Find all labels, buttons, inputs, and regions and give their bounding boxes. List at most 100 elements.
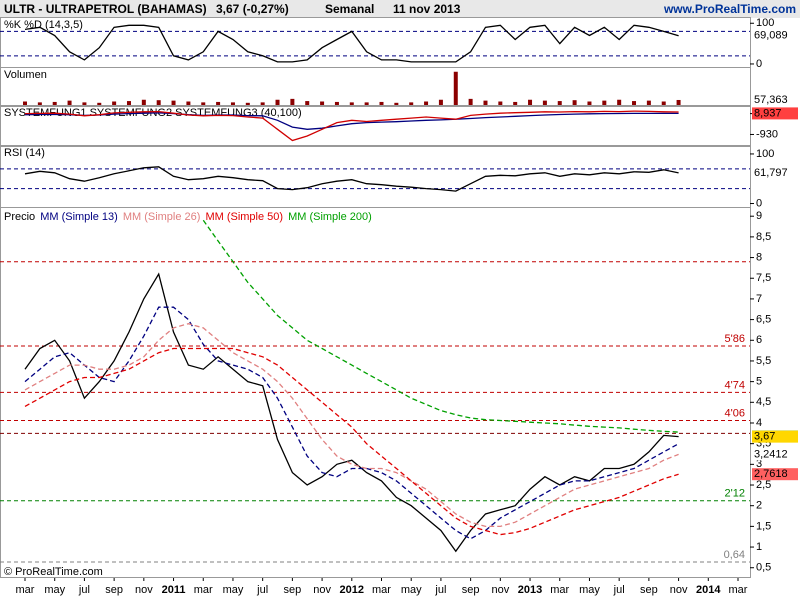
- bar: [528, 99, 533, 105]
- y-tick-label: 2,5: [756, 479, 771, 491]
- level-label: 4'06: [725, 407, 745, 419]
- bar: [513, 101, 518, 105]
- bar: [141, 99, 146, 105]
- bar: [275, 99, 280, 105]
- x-tick-label: sep: [105, 584, 123, 596]
- x-tick-label: may: [223, 584, 244, 596]
- x-tick-label: mar: [550, 584, 569, 596]
- bar: [230, 102, 235, 105]
- bar: [602, 100, 607, 105]
- y-tick-label: 7: [756, 293, 762, 305]
- series-line: [202, 219, 679, 433]
- bar: [364, 102, 369, 105]
- x-tick-label: 2011: [162, 584, 186, 596]
- value-box: [752, 93, 798, 106]
- bar: [260, 102, 265, 105]
- date: 11 nov 2013: [393, 2, 461, 16]
- value-label: 69,089: [754, 30, 788, 42]
- bar: [245, 102, 250, 105]
- panel: [0, 67, 751, 107]
- level-label: 2'12: [725, 488, 745, 500]
- value-box: [752, 448, 798, 461]
- legend-entry: Precio: [4, 211, 35, 223]
- bar: [587, 101, 592, 105]
- bar: [468, 98, 473, 105]
- x-tick-label: may: [44, 584, 65, 596]
- bar: [498, 101, 503, 105]
- bar: [676, 99, 681, 105]
- legend-entry: MM (Simple 200): [288, 211, 372, 223]
- x-tick-label: mar: [372, 584, 391, 596]
- panel-title: %K %D (14,3,5): [4, 19, 83, 31]
- value-label: 3,67: [754, 431, 775, 443]
- panel: [0, 145, 751, 208]
- value-label: 57,363: [754, 94, 788, 106]
- y-tick-label: 1: [756, 541, 762, 553]
- panel-title: RSI (14): [4, 147, 45, 159]
- bar: [557, 101, 562, 105]
- bar: [438, 99, 443, 105]
- series-line: [24, 272, 679, 553]
- value-box: [752, 430, 798, 443]
- bar: [290, 98, 295, 105]
- value-box: [752, 166, 798, 179]
- x-tick-label: may: [579, 584, 600, 596]
- bar: [572, 100, 577, 105]
- bar: [305, 101, 310, 105]
- y-tick-label: 4,5: [756, 396, 771, 408]
- y-tick-label: 7,5: [756, 272, 771, 284]
- value-box: [752, 468, 798, 481]
- x-tick-label: nov: [313, 584, 331, 596]
- bar: [453, 71, 458, 105]
- y-tick-label: 9: [756, 210, 762, 222]
- value-label: 61,797: [754, 167, 788, 179]
- y-tick-label: 1,5: [756, 520, 771, 532]
- value-box: [752, 29, 798, 42]
- value-box: [752, 107, 798, 120]
- legend-entry: MM (Simple 50): [205, 211, 283, 223]
- bar: [409, 102, 414, 105]
- panel: [0, 17, 751, 68]
- series-line: [24, 112, 679, 130]
- bar: [483, 100, 488, 105]
- level-label: 0,64: [724, 549, 745, 561]
- bar: [156, 100, 161, 105]
- header-bar: [0, 0, 800, 18]
- legend-entry: MM (Simple 13): [40, 211, 118, 223]
- x-tick-label: 2013: [518, 584, 542, 596]
- bar: [349, 102, 354, 105]
- y-tick-label: 5: [756, 376, 762, 388]
- bar: [37, 102, 42, 105]
- x-tick-label: sep: [284, 584, 302, 596]
- bar: [379, 101, 384, 105]
- panel: [0, 105, 751, 147]
- bar: [320, 101, 325, 105]
- bar: [216, 101, 221, 105]
- bar: [542, 100, 547, 105]
- x-tick-label: sep: [640, 584, 658, 596]
- level-label: 5'86: [725, 333, 745, 345]
- bar: [394, 102, 399, 105]
- x-tick-label: mar: [194, 584, 213, 596]
- y-tick-label: 5,5: [756, 355, 771, 367]
- value-label: 2,7618: [754, 468, 788, 480]
- series-line: [24, 110, 679, 142]
- y-tick-label: 0,5: [756, 562, 771, 574]
- value-label: 8,937: [754, 107, 782, 119]
- x-tick-label: 2014: [696, 584, 721, 596]
- series-line: [24, 24, 679, 63]
- x-tick-label: mar: [729, 584, 748, 596]
- y-tick-label: 8,5: [756, 231, 771, 243]
- y-tick-label: 100: [756, 148, 774, 160]
- copyright: © ProRealTime.com: [4, 566, 103, 578]
- y-tick-label: 6,5: [756, 313, 771, 325]
- bar: [67, 100, 72, 105]
- x-tick-label: sep: [462, 584, 480, 596]
- level-label: 4'74: [725, 379, 745, 391]
- bar: [171, 100, 176, 105]
- bar: [632, 101, 637, 105]
- symbol: ULTR - ULTRAPETROL (BAHAMAS): [4, 2, 207, 16]
- y-tick-label: 6: [756, 334, 762, 346]
- bar: [186, 101, 191, 105]
